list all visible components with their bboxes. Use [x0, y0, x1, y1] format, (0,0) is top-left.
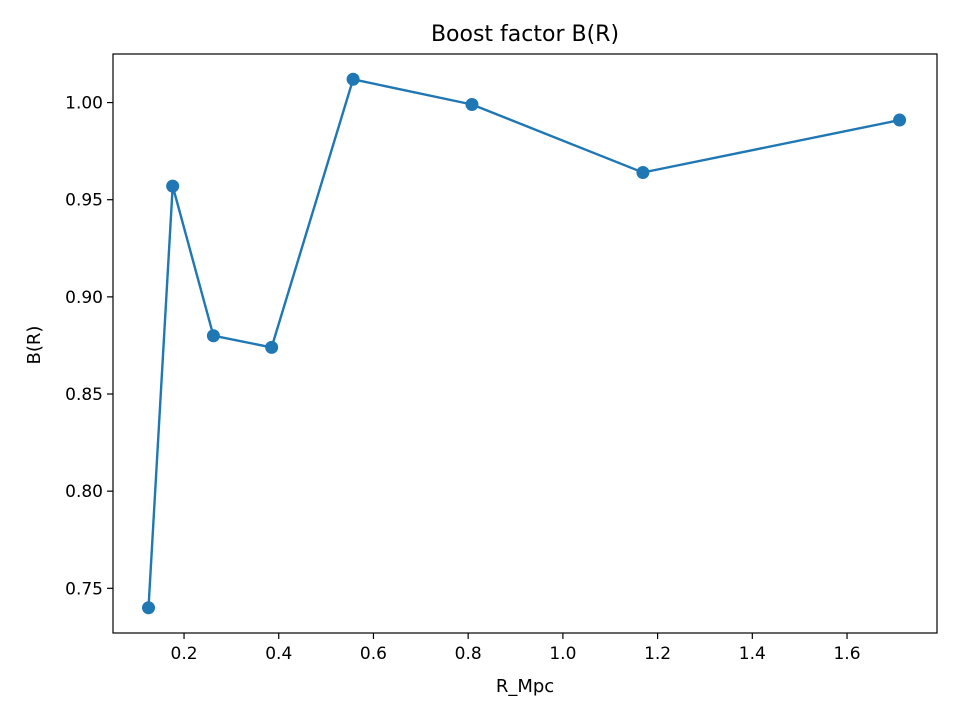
chart-title: Boost factor B(R) [431, 22, 619, 47]
x-tick-label: 1.2 [644, 644, 671, 664]
plot-area [142, 72, 907, 615]
x-tick-label: 1.4 [739, 644, 766, 664]
axes-frame [112, 53, 938, 634]
x-tick-label: 0.8 [455, 644, 482, 664]
data-point [206, 329, 220, 343]
y-axis-ticks: 0.75 0.80 0.85 0.90 0.95 1.00 [65, 94, 113, 599]
data-point [265, 340, 279, 354]
series-line [147, 78, 900, 608]
y-tick-label: 0.95 [65, 191, 103, 211]
data-point [636, 166, 650, 180]
y-tick-label: 0.75 [65, 579, 103, 599]
y-tick-label: 1.00 [65, 94, 103, 114]
x-tick-label: 1.0 [549, 644, 576, 664]
y-tick-label: 0.80 [65, 482, 103, 502]
data-point [142, 601, 156, 615]
y-tick-label: 0.90 [65, 288, 103, 308]
y-tick-label: 0.85 [65, 385, 103, 405]
data-point [166, 179, 180, 193]
x-tick-label: 0.4 [265, 644, 292, 664]
x-tick-label: 1.6 [833, 644, 860, 664]
data-point [893, 113, 907, 127]
y-axis-label: B(R) [24, 326, 45, 365]
x-tick-label: 0.2 [171, 644, 198, 664]
data-point [465, 98, 479, 112]
data-point [346, 72, 360, 86]
x-axis-ticks: 0.2 0.4 0.6 0.8 1.0 1.2 1.4 1.6 [171, 633, 861, 664]
x-axis-label: R_Mpc [496, 676, 554, 697]
x-tick-label: 0.6 [360, 644, 387, 664]
